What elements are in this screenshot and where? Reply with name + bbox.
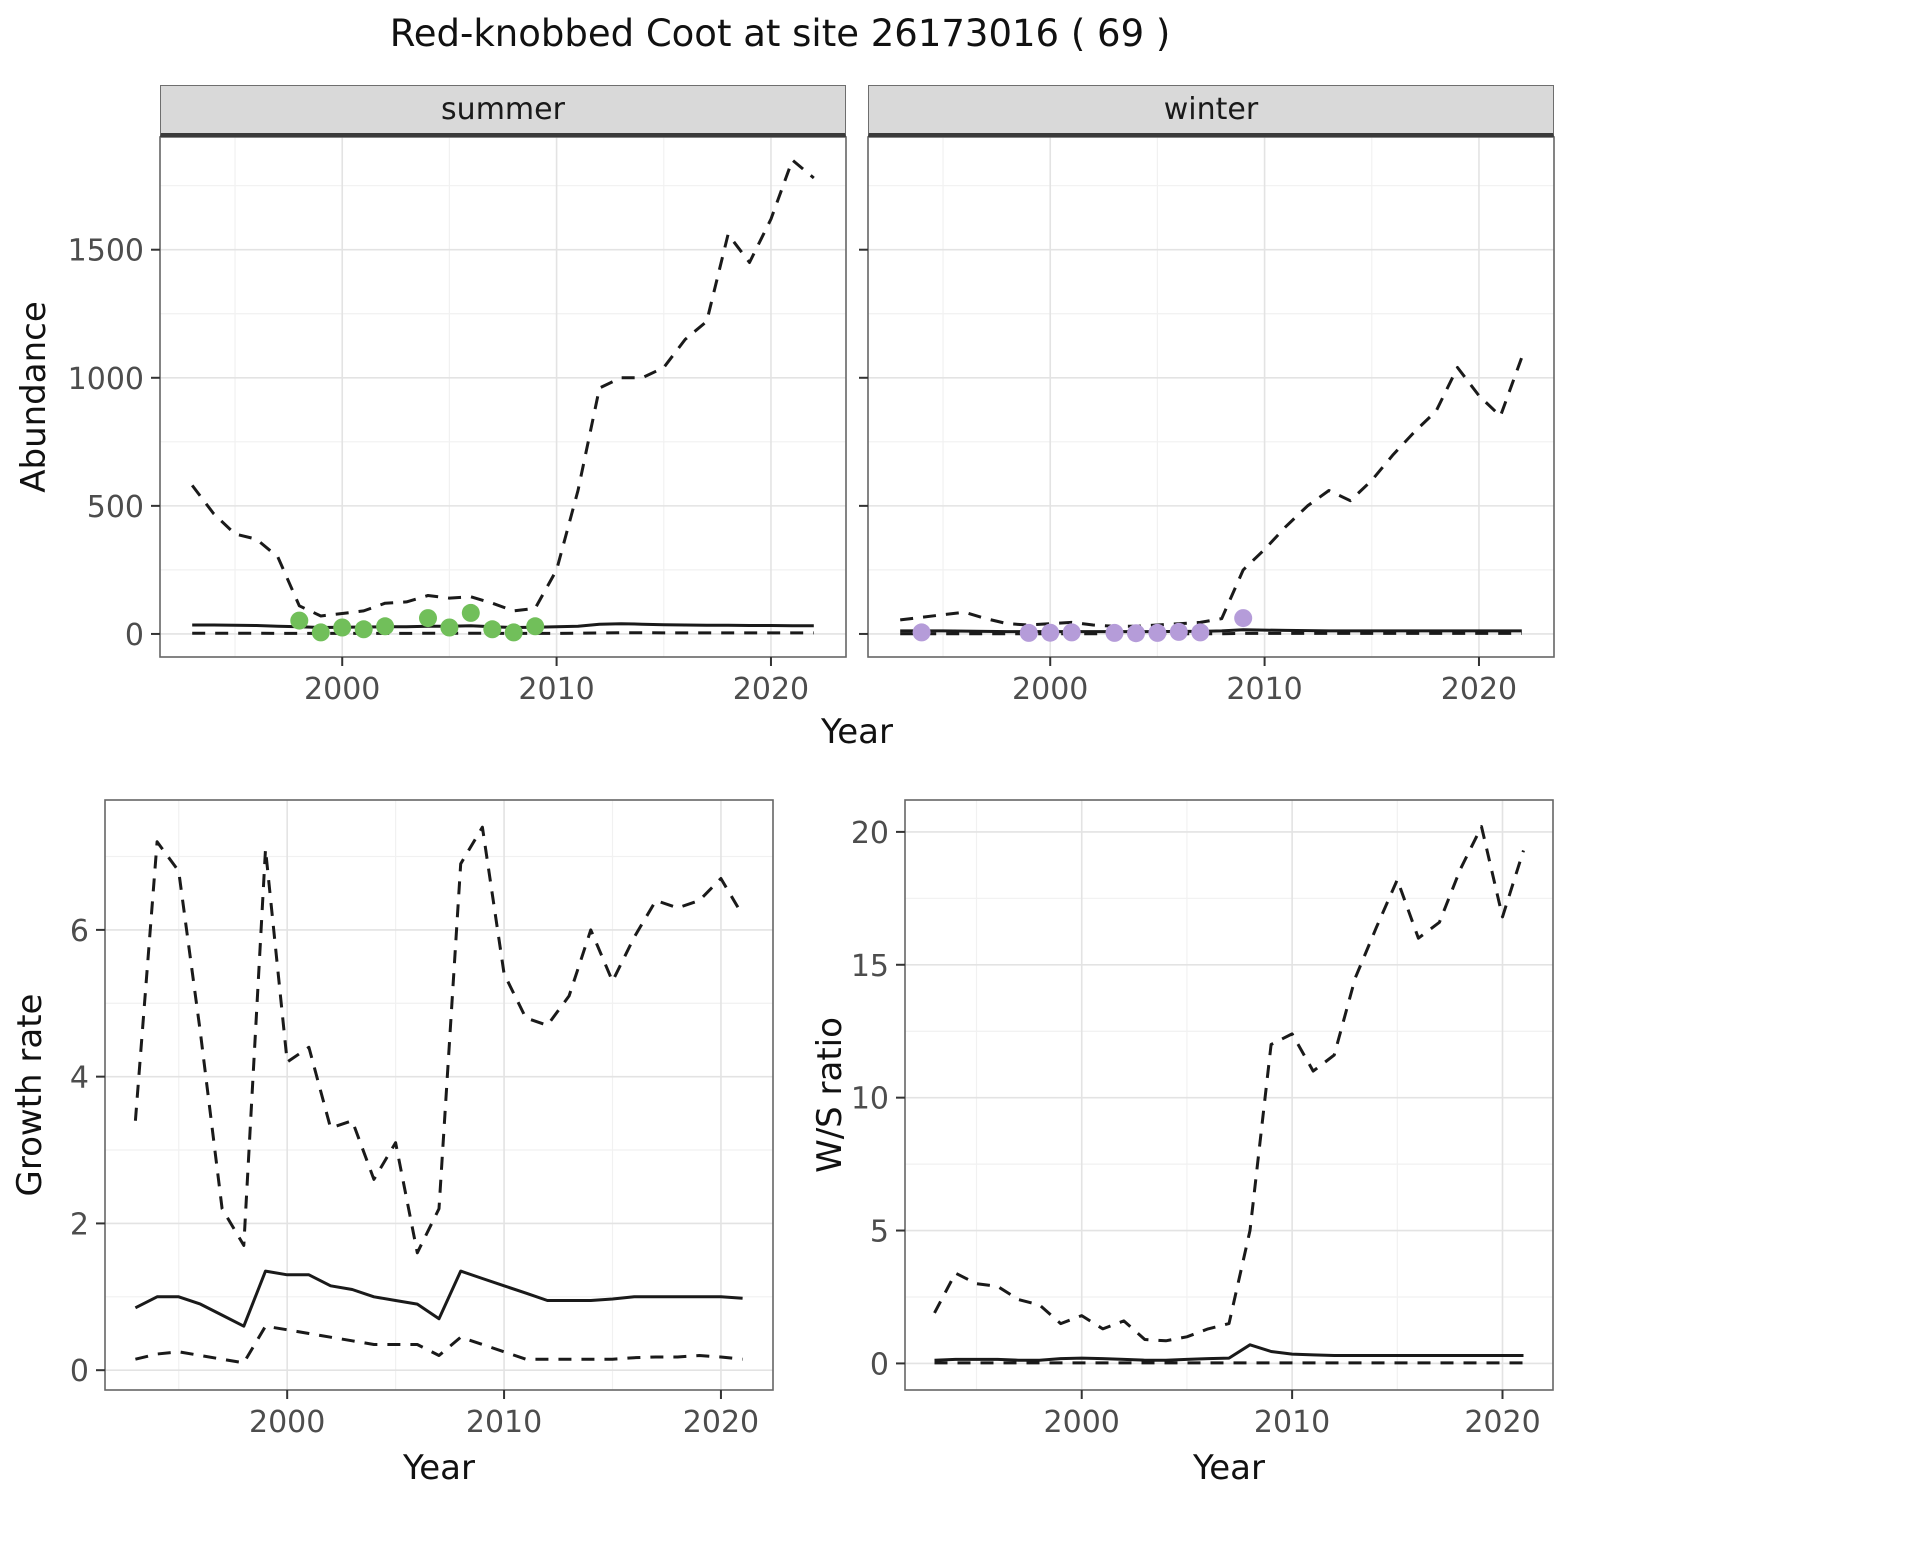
- figure: Red-knobbed Coot at site 26173016 ( 69 )…: [10, 12, 1555, 1488]
- svg-text:0: 0: [870, 1347, 889, 1382]
- svg-text:2000: 2000: [304, 672, 380, 707]
- y-axis-title-ws-ratio: W/S ratio: [810, 1017, 850, 1173]
- svg-text:15: 15: [851, 949, 889, 984]
- svg-text:2000: 2000: [249, 1405, 325, 1440]
- svg-text:2010: 2010: [518, 672, 594, 707]
- svg-text:2010: 2010: [1226, 672, 1302, 707]
- x-axis-title-year-growth: Year: [403, 1448, 475, 1488]
- svg-text:20: 20: [851, 816, 889, 851]
- svg-text:2020: 2020: [1441, 672, 1517, 707]
- svg-text:1500: 1500: [68, 234, 144, 269]
- facet-strip-summer-label: summer: [441, 92, 565, 127]
- x-axis-title-year-ws: Year: [1193, 1448, 1265, 1488]
- svg-text:2000: 2000: [1044, 1405, 1120, 1440]
- facet-strip-winter-label: winter: [1163, 92, 1259, 127]
- y-axis-title-growth-rate: Growth rate: [10, 993, 50, 1197]
- svg-text:0: 0: [125, 618, 144, 653]
- svg-text:0: 0: [70, 1354, 89, 1389]
- y-axis-title-abundance: Abundance: [14, 301, 54, 493]
- svg-text:500: 500: [87, 490, 144, 525]
- svg-text:2000: 2000: [1012, 672, 1088, 707]
- svg-text:10: 10: [851, 1082, 889, 1117]
- svg-text:1000: 1000: [68, 362, 144, 397]
- facet-strip-winter: winter: [868, 85, 1554, 137]
- svg-text:2: 2: [70, 1207, 89, 1242]
- svg-text:2020: 2020: [683, 1405, 759, 1440]
- svg-text:6: 6: [70, 914, 89, 949]
- svg-text:2010: 2010: [1254, 1405, 1330, 1440]
- svg-text:2020: 2020: [733, 672, 809, 707]
- svg-text:5: 5: [870, 1215, 889, 1250]
- svg-text:4: 4: [70, 1061, 89, 1096]
- facet-strip-summer: summer: [160, 85, 846, 137]
- svg-text:2010: 2010: [466, 1405, 542, 1440]
- svg-text:2020: 2020: [1464, 1405, 1540, 1440]
- plot-title: Red-knobbed Coot at site 26173016 ( 69 ): [389, 12, 1171, 55]
- x-axis-title-year-top: Year: [821, 712, 893, 752]
